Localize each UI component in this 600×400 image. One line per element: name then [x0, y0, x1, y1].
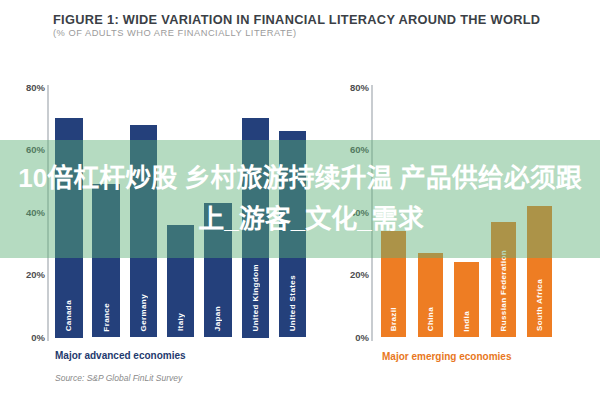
bar-label: South Africa [535, 279, 544, 331]
bar-label: Brazil [389, 307, 398, 331]
bar-label: Italy [176, 313, 185, 331]
figure-subtitle: (% OF ADULTS WHO ARE FINANCIALLY LITERAT… [53, 28, 296, 38]
y-axis-tick-label: 0% [15, 332, 45, 343]
watermark-text-line1: 10倍杠杆炒股 乡村旅游持续升温 产品供给必须跟 [0, 158, 600, 199]
bar-label: United Kingdom [251, 264, 260, 331]
watermark-text-line2: 上_游客_文化_需求 [11, 199, 600, 240]
bar-india: India [454, 262, 479, 337]
bar-china: China [418, 253, 443, 338]
bar-label: India [462, 311, 471, 332]
bar-label: United States [288, 275, 297, 331]
figure-image: FIGURE 1: WIDE VARIATION IN FINANCIAL LI… [0, 0, 600, 400]
bar-label: Japan [213, 306, 222, 331]
source-note: Source: S&P Global FinLit Survey [55, 373, 182, 383]
chart-emerging-label: Major emerging economies [382, 351, 511, 362]
bar-label: France [102, 303, 111, 332]
bar-label: Canada [64, 300, 73, 331]
y-axis-tick-label: 20% [339, 269, 369, 280]
watermark-overlay: 10倍杠杆炒股 乡村旅游持续升温 产品供给必须跟 上_游客_文化_需求 [0, 140, 600, 258]
bar-label: Germany [139, 294, 148, 331]
y-axis-tick-label: 80% [339, 82, 369, 93]
y-axis-tick-label: 20% [15, 269, 45, 280]
bar-label: China [426, 307, 435, 331]
bar-label: Russian Federation [499, 250, 508, 331]
figure-title: FIGURE 1: WIDE VARIATION IN FINANCIAL LI… [53, 12, 540, 27]
chart-advanced-label: Major advanced economies [55, 350, 186, 361]
y-axis-tick-label: 0% [339, 332, 369, 343]
y-axis-tick-label: 80% [15, 82, 45, 93]
